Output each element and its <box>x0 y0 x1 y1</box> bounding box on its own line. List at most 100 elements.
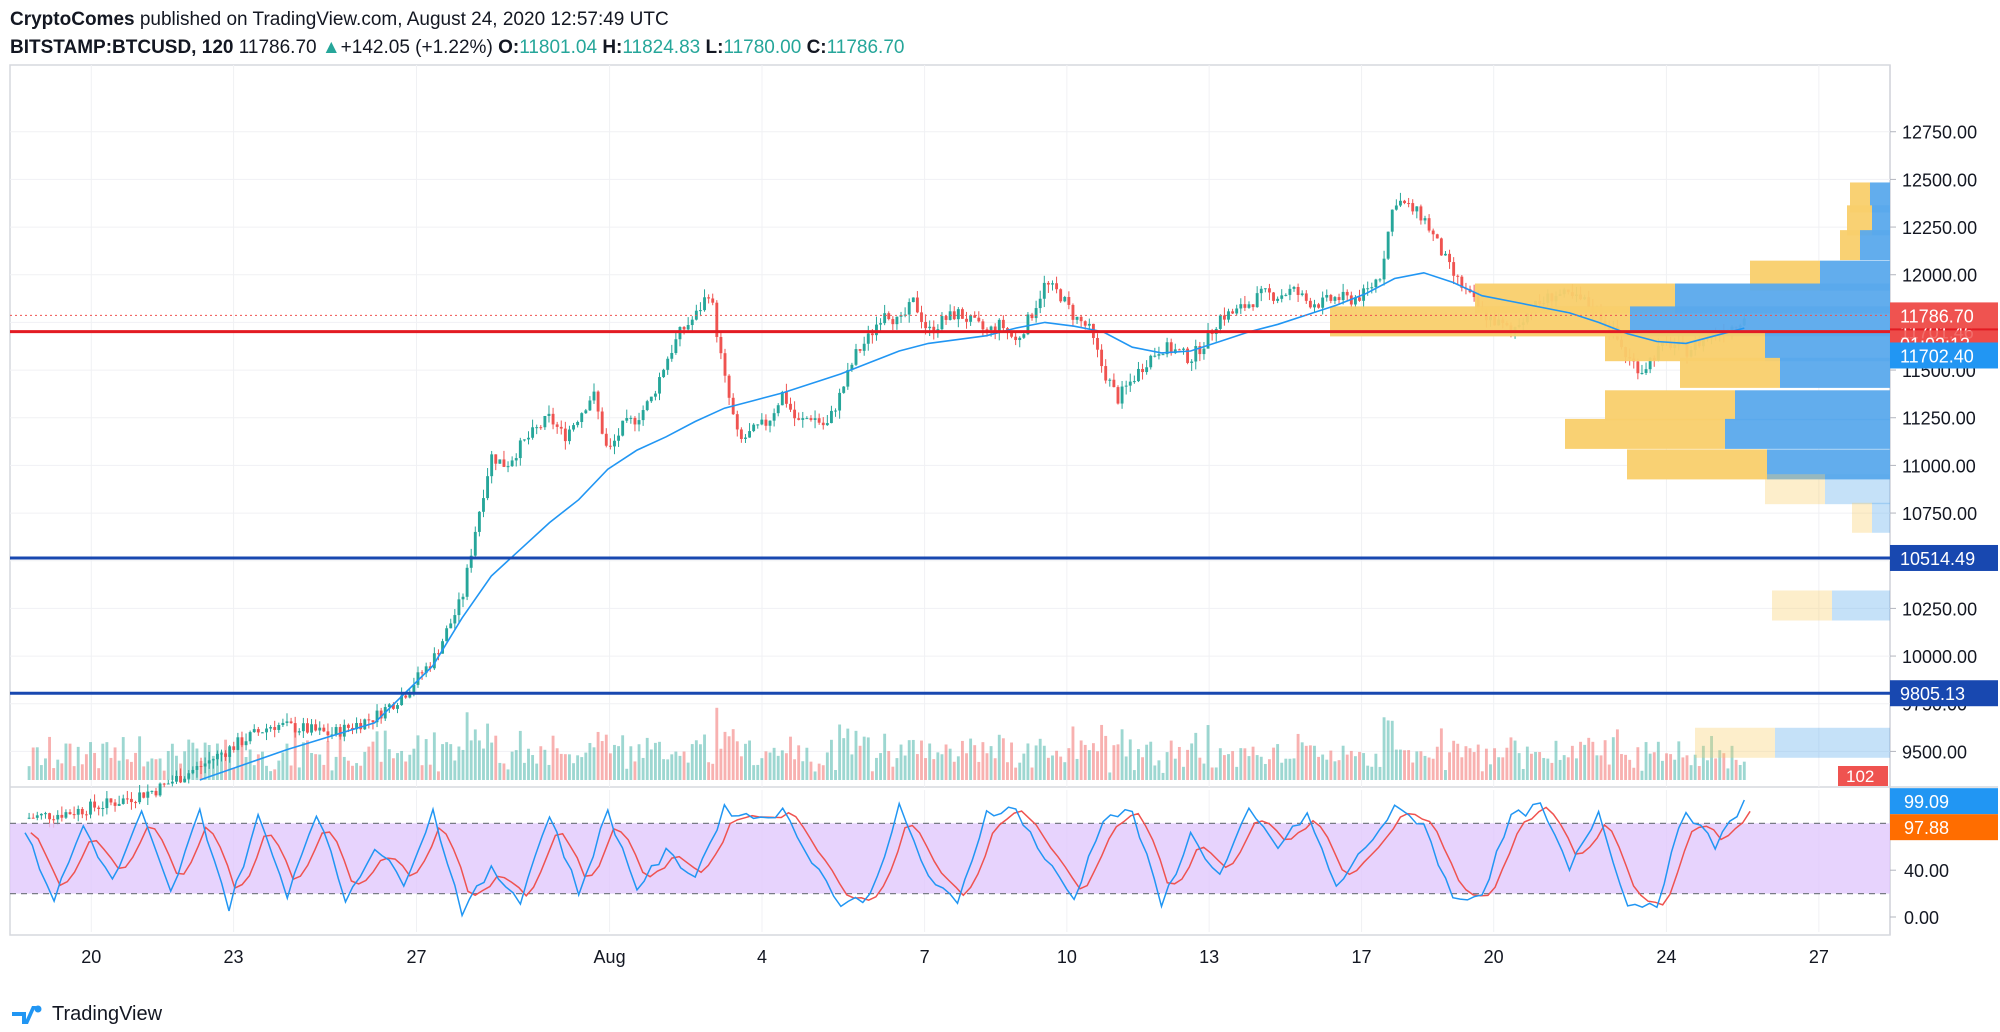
candle-body <box>838 392 842 411</box>
volume-bar <box>1210 767 1214 780</box>
volume-bar <box>1014 767 1018 780</box>
volume-bar <box>1263 763 1267 780</box>
level-price-tag <box>1890 680 1998 707</box>
volume-bar <box>1169 740 1173 780</box>
volume-bar <box>1149 741 1153 780</box>
candle-body <box>260 732 264 734</box>
candle-body <box>1444 253 1447 256</box>
close-label: C: <box>806 37 827 58</box>
volume-bar <box>1607 764 1611 780</box>
candle-body <box>506 466 510 468</box>
volume-bar <box>1435 746 1439 780</box>
volume-bar <box>1493 748 1497 780</box>
candle-body <box>735 414 739 430</box>
volume-bar <box>522 762 526 780</box>
volume-bar <box>1464 746 1468 780</box>
price-tick-label: 9500.00 <box>1902 742 1967 762</box>
candle-body <box>27 817 31 819</box>
volume-bar <box>1055 750 1059 780</box>
moving-average-line <box>199 271 1745 781</box>
candle-body <box>1358 297 1361 301</box>
volume-bar <box>138 736 142 780</box>
volume-bar <box>1091 743 1095 780</box>
candle-body <box>1644 369 1648 373</box>
candle-body <box>1202 348 1206 355</box>
volume-bar <box>1480 771 1484 780</box>
volume-bar <box>1034 745 1038 780</box>
candle-body <box>1304 293 1308 301</box>
volume-bar <box>600 741 604 780</box>
volume-bar <box>1124 756 1128 780</box>
volume-bar <box>1444 770 1447 780</box>
candle-body <box>387 704 391 708</box>
volume-bar <box>60 763 64 780</box>
candle-body <box>420 672 424 674</box>
candle-body <box>1161 354 1165 356</box>
candle-body <box>1198 346 1202 355</box>
volume-bar <box>166 751 170 780</box>
candle-body <box>1137 368 1140 382</box>
candle-body <box>408 692 412 698</box>
volume-bar <box>731 729 735 780</box>
volume-bar <box>1390 720 1394 780</box>
volume-bar <box>924 758 928 780</box>
volume-bar <box>1329 750 1333 780</box>
volume-bar <box>1083 744 1087 780</box>
interval[interactable]: 120 <box>201 37 234 58</box>
volume-bar <box>960 740 964 780</box>
candle-body <box>621 420 625 436</box>
open-label: O: <box>498 37 520 58</box>
volume-bar <box>825 752 829 780</box>
symbol-name[interactable]: BITSTAMP:BTCUSD, <box>10 37 197 58</box>
volume-bar <box>981 742 985 780</box>
volume-profile-up <box>1627 449 1767 480</box>
volume-bar <box>424 739 428 780</box>
candle-body <box>1104 366 1108 381</box>
chart-canvas[interactable]: 12750.0012500.0012250.0012000.0011750.00… <box>0 0 2000 985</box>
volume-bar <box>1235 766 1239 780</box>
candle-body <box>707 297 711 299</box>
volume-bar <box>895 758 899 780</box>
volume-bar <box>1570 745 1574 780</box>
volume-bar <box>1001 738 1005 780</box>
candle-body <box>850 364 854 370</box>
candle-body <box>1333 297 1337 301</box>
candle-body <box>449 623 453 629</box>
volume-bar <box>850 754 854 780</box>
candle-body <box>1014 336 1018 341</box>
volume-bar <box>952 761 956 780</box>
candle-body <box>1075 316 1079 320</box>
author-name[interactable]: CryptoComes <box>10 9 135 30</box>
price-tick-label: 10750.00 <box>1902 504 1977 524</box>
candle-body <box>80 808 84 815</box>
volume-bar <box>64 743 68 780</box>
tradingview-footer[interactable]: TradingView <box>10 1002 162 1026</box>
volume-bar <box>1137 749 1140 780</box>
volume-bar <box>1407 750 1411 780</box>
candle-body <box>379 710 383 719</box>
volume-bar <box>1427 757 1431 780</box>
candle-body <box>653 393 657 397</box>
candle-body <box>928 326 932 329</box>
volume-bar <box>756 764 760 780</box>
volume-bar <box>1177 746 1181 780</box>
volume-bar <box>35 747 39 780</box>
volume-bar <box>613 744 616 780</box>
volume-bar <box>48 736 51 780</box>
volume-bar <box>1554 740 1558 780</box>
candle-body <box>1378 279 1382 281</box>
volume-profile-down <box>1725 418 1890 449</box>
volume-bar <box>1259 756 1263 780</box>
candle-body <box>162 783 166 785</box>
candle-body <box>228 746 232 757</box>
candle-body <box>895 316 899 325</box>
candle-body <box>469 555 473 568</box>
date-tick-label: 27 <box>406 947 426 967</box>
volume-bar <box>1509 737 1513 780</box>
candle-body <box>1456 275 1460 277</box>
volume-bar <box>1660 760 1664 780</box>
candle-body <box>1145 367 1149 373</box>
volume-bar <box>1378 766 1382 780</box>
volume-bar <box>89 742 92 780</box>
candle-body <box>179 775 182 783</box>
